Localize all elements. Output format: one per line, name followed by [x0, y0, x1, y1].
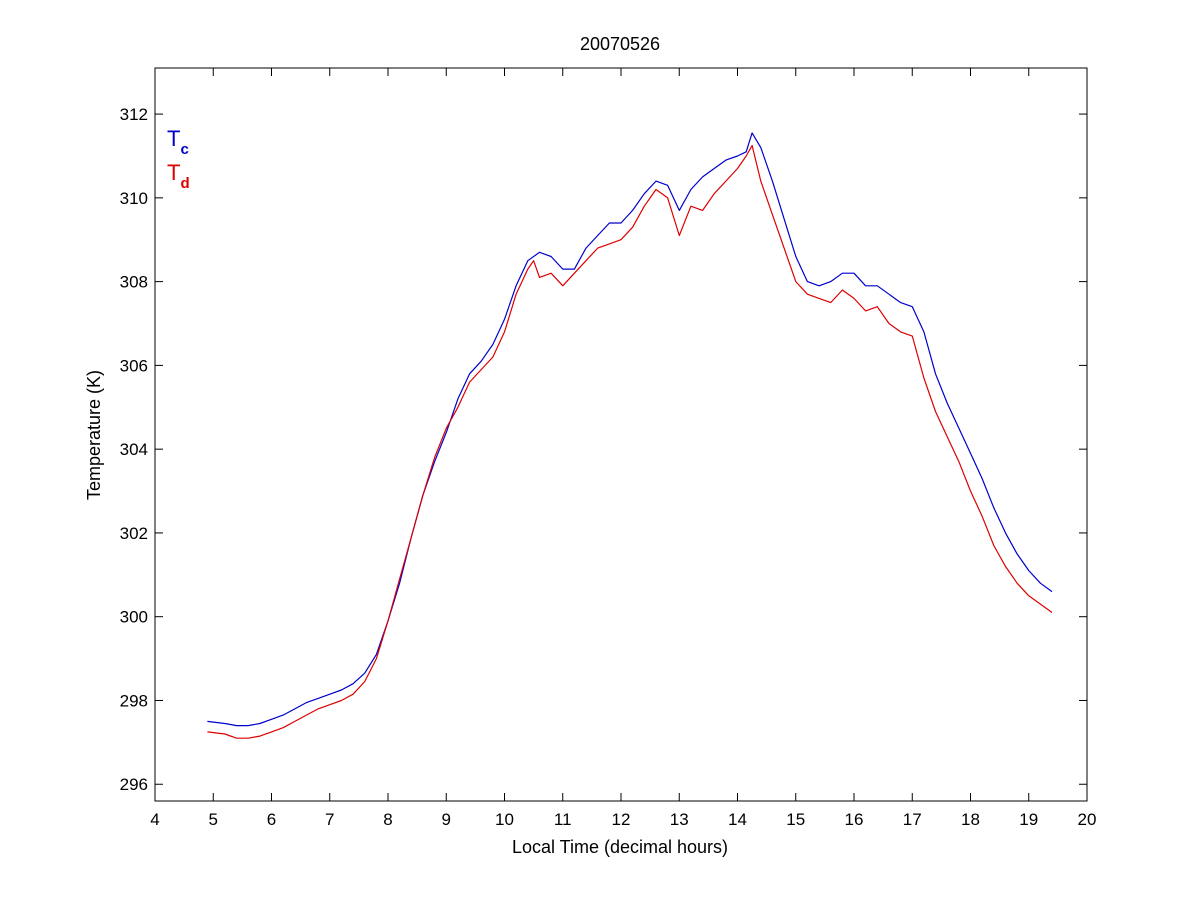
plot-area: 4 5 6 7 8 9 10 11 12 13 14 15 16 17 18 19 20 296 298 300 302… — [120, 67, 1097, 829]
x-tick-label: 10 — [495, 810, 514, 829]
x-tick-label: 15 — [786, 810, 805, 829]
y-axis-title: Temperature (K) — [84, 370, 104, 500]
x-tick-label: 9 — [442, 810, 451, 829]
x-tick-label: 6 — [267, 810, 276, 829]
y-tick-label: 304 — [120, 440, 148, 459]
x-tick-label: 12 — [612, 810, 631, 829]
x-tick-label: 19 — [1019, 810, 1038, 829]
legend-entry-main: T — [167, 160, 180, 185]
legend-entry-subscript: c — [180, 141, 188, 158]
y-tick-label: 302 — [120, 524, 148, 543]
legend-entry: Tc — [167, 126, 189, 158]
x-tick-label: 20 — [1078, 810, 1097, 829]
x-tick-label: 16 — [845, 810, 864, 829]
legend-entry-subscript: d — [180, 175, 189, 192]
y-tick-label: 300 — [120, 608, 148, 627]
series-line-td — [207, 144, 1053, 739]
y-tick-label: 308 — [120, 273, 148, 292]
x-tick-label: 8 — [383, 810, 392, 829]
y-tick-label: 296 — [120, 775, 148, 794]
x-tick-label: 13 — [670, 810, 689, 829]
y-tick-label: 310 — [120, 189, 148, 208]
legend-entry-main: T — [167, 126, 180, 151]
x-tick-label: 17 — [903, 810, 922, 829]
y-tick-label: 298 — [120, 691, 148, 710]
x-tick-label: 11 — [554, 810, 572, 829]
y-tick-label: 306 — [120, 356, 148, 375]
y-tick-label: 312 — [120, 105, 148, 124]
x-tick-label: 5 — [209, 810, 218, 829]
chart-title: 20070526 — [580, 34, 660, 54]
series-line-tc — [207, 132, 1053, 727]
x-tick-label: 4 — [150, 810, 159, 829]
x-tick-label: 7 — [325, 810, 334, 829]
x-tick-label: 14 — [728, 810, 747, 829]
legend-entry: Td — [167, 160, 190, 192]
x-tick-label: 18 — [961, 810, 980, 829]
x-axis-title: Local Time (decimal hours) — [512, 837, 728, 857]
